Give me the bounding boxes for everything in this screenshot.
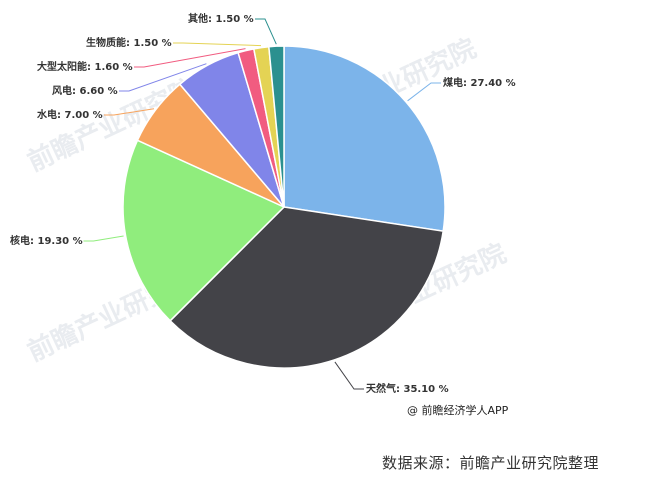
slice-label-7: 生物质能: 1.50 % — [86, 36, 172, 49]
slice-label-4: 水电: 7.00 % — [36, 108, 103, 121]
label-connector-5 — [119, 63, 207, 92]
label-connector-3 — [83, 235, 124, 242]
slice-label-8: 其他: 1.50 % — [188, 12, 254, 25]
pie-slice-1 — [283, 45, 446, 233]
slice-label-2: 天然气: 35.10 % — [366, 382, 449, 395]
label-connector-2 — [334, 361, 364, 390]
slice-label-1: 煤电: 27.40 % — [443, 76, 516, 89]
pie-slice-3 — [122, 139, 286, 322]
credit-text: @ 前瞻经济学人APP — [407, 404, 509, 417]
label-connector-1 — [407, 82, 441, 102]
pie-slice-8 — [268, 45, 285, 208]
pie-slice-2 — [169, 206, 445, 369]
pie-slices — [122, 45, 446, 369]
label-connector-7 — [173, 42, 262, 47]
slice-label-3: 核电: 19.30 % — [10, 234, 83, 247]
label-connector-8 — [255, 18, 277, 45]
label-connector-6 — [134, 48, 246, 68]
label-connector-4 — [104, 108, 155, 116]
slice-label-5: 风电: 6.60 % — [52, 84, 118, 97]
pie-labels: 煤电: 27.40 % 天然气: 35.10 % 核电: 19.30 % 水电: 7.… — [10, 12, 516, 395]
slice-label-6: 大型太阳能: 1.60 % — [37, 60, 133, 73]
source-text: 数据来源：前瞻产业研究院整理 — [382, 454, 600, 472]
